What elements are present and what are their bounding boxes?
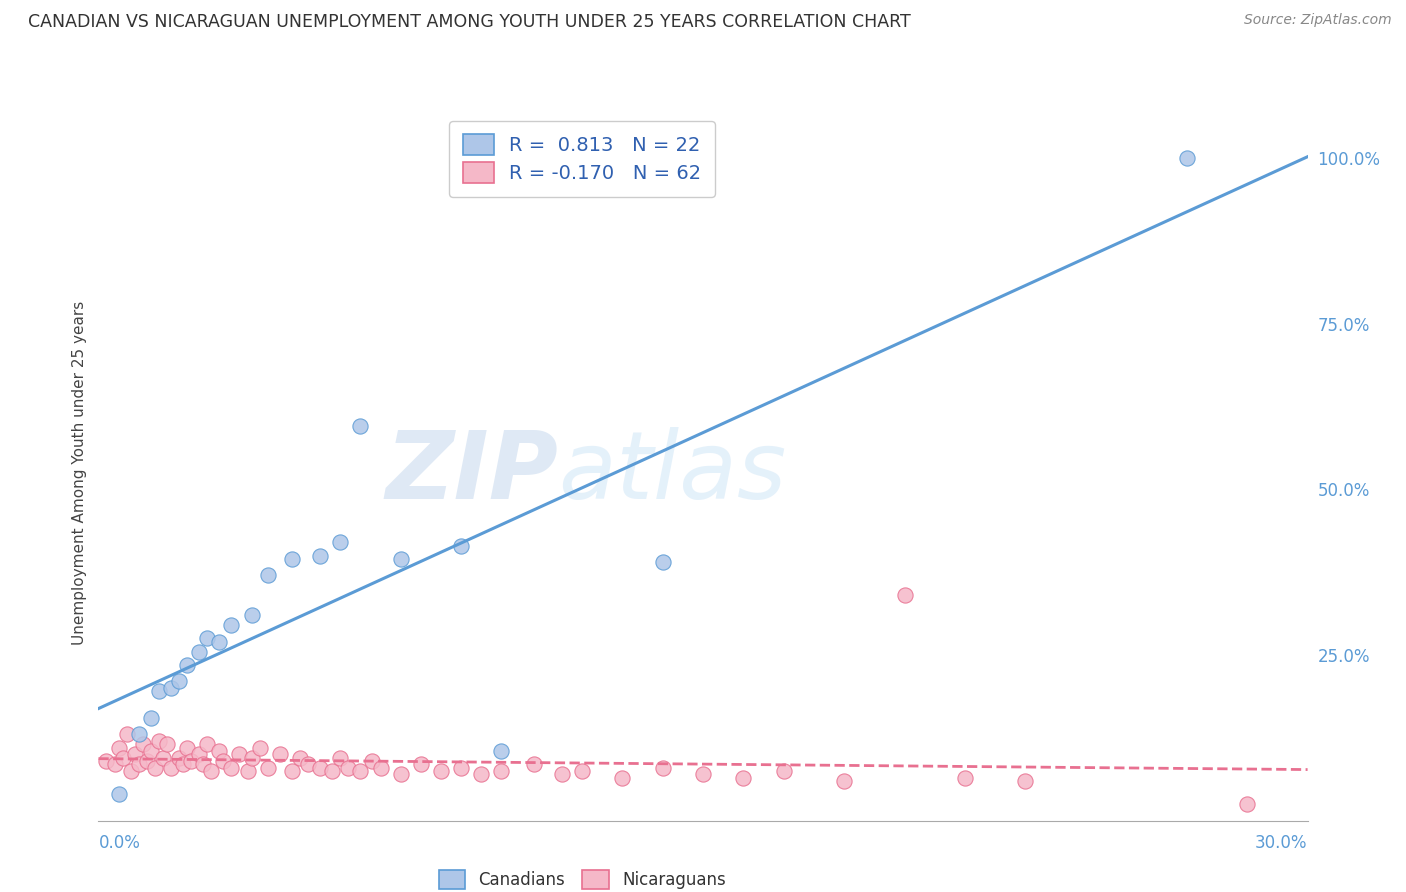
Point	[281, 764, 304, 778]
Point	[221, 618, 243, 632]
Y-axis label: Unemployment Among Youth under 25 years: Unemployment Among Youth under 25 years	[72, 301, 87, 645]
Point	[120, 764, 142, 778]
Point	[228, 747, 250, 762]
Text: Source: ZipAtlas.com: Source: ZipAtlas.com	[1244, 13, 1392, 28]
Point	[160, 761, 183, 775]
Point	[172, 757, 194, 772]
Point	[132, 738, 155, 752]
Point	[208, 744, 231, 758]
Point	[297, 757, 319, 772]
Point	[103, 757, 125, 772]
Text: ZIP: ZIP	[385, 426, 558, 519]
Point	[124, 747, 146, 762]
Point	[160, 681, 183, 695]
Point	[409, 757, 432, 772]
Point	[551, 767, 574, 781]
Point	[1175, 151, 1198, 165]
Point	[651, 555, 673, 569]
Point	[1236, 797, 1258, 811]
Point	[692, 767, 714, 781]
Point	[111, 750, 134, 764]
Point	[135, 754, 157, 768]
Point	[143, 761, 166, 775]
Point	[309, 761, 332, 775]
Point	[139, 744, 162, 758]
Point	[772, 764, 794, 778]
Point	[200, 764, 222, 778]
Point	[269, 747, 291, 762]
Point	[180, 754, 202, 768]
Text: 30.0%: 30.0%	[1256, 834, 1308, 852]
Point	[321, 764, 343, 778]
Point	[450, 539, 472, 553]
Point	[107, 740, 129, 755]
Point	[612, 771, 634, 785]
Point	[361, 754, 384, 768]
Legend: Canadians, Nicaraguans: Canadians, Nicaraguans	[432, 863, 733, 892]
Point	[349, 419, 371, 434]
Point	[96, 754, 118, 768]
Point	[156, 738, 179, 752]
Point	[167, 674, 190, 689]
Point	[107, 787, 129, 801]
Point	[281, 552, 304, 566]
Point	[240, 608, 263, 623]
Point	[256, 568, 278, 582]
Point	[1014, 773, 1036, 788]
Point	[470, 767, 492, 781]
Point	[208, 634, 231, 648]
Point	[523, 757, 546, 772]
Point	[733, 771, 755, 785]
Point	[329, 535, 352, 549]
Point	[148, 684, 170, 698]
Point	[309, 549, 332, 563]
Text: 0.0%: 0.0%	[98, 834, 141, 852]
Point	[256, 761, 278, 775]
Text: CANADIAN VS NICARAGUAN UNEMPLOYMENT AMONG YOUTH UNDER 25 YEARS CORRELATION CHART: CANADIAN VS NICARAGUAN UNEMPLOYMENT AMON…	[28, 13, 911, 31]
Point	[491, 744, 513, 758]
Point	[195, 632, 218, 646]
Point	[152, 750, 174, 764]
Point	[370, 761, 392, 775]
Point	[893, 588, 915, 602]
Point	[288, 750, 311, 764]
Point	[193, 757, 215, 772]
Point	[832, 773, 855, 788]
Point	[176, 657, 198, 672]
Point	[430, 764, 453, 778]
Point	[249, 740, 271, 755]
Point	[491, 764, 513, 778]
Point	[329, 750, 352, 764]
Text: atlas: atlas	[558, 427, 786, 518]
Point	[337, 761, 360, 775]
Point	[221, 761, 243, 775]
Point	[128, 727, 150, 741]
Point	[389, 767, 412, 781]
Point	[188, 645, 211, 659]
Point	[212, 754, 235, 768]
Point	[176, 740, 198, 755]
Point	[953, 771, 976, 785]
Point	[128, 757, 150, 772]
Point	[167, 750, 190, 764]
Point	[349, 764, 371, 778]
Point	[450, 761, 472, 775]
Point	[195, 738, 218, 752]
Point	[571, 764, 593, 778]
Point	[115, 727, 138, 741]
Point	[389, 552, 412, 566]
Point	[651, 761, 673, 775]
Point	[188, 747, 211, 762]
Point	[240, 750, 263, 764]
Point	[148, 734, 170, 748]
Point	[236, 764, 259, 778]
Point	[139, 711, 162, 725]
